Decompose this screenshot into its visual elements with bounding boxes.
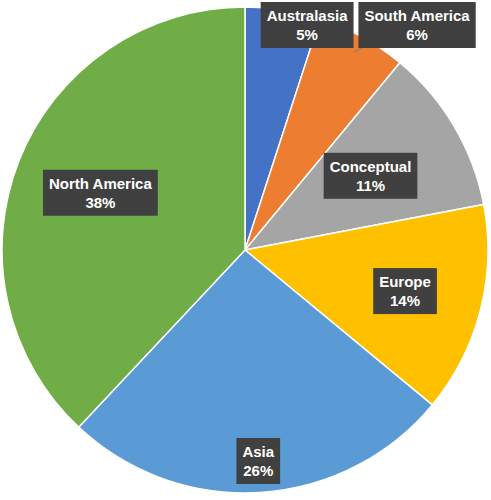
data-label: South America 6% xyxy=(354,2,476,52)
value-label: 6% xyxy=(406,26,428,43)
pie-slice xyxy=(2,7,245,427)
chart-container: Australasia 5% South America 6% Conceptual 11… xyxy=(0,0,491,500)
value-label: 14% xyxy=(390,292,420,309)
label-box xyxy=(358,2,475,48)
data-label: Asia 26% xyxy=(236,438,280,484)
label-box xyxy=(261,2,354,48)
label-box xyxy=(373,268,437,314)
category-label: Conceptual xyxy=(330,158,412,175)
data-label: Europe 14% xyxy=(373,268,437,314)
pie xyxy=(2,7,488,493)
value-label: 26% xyxy=(243,462,273,479)
category-label: Australasia xyxy=(267,7,349,24)
chart-svg: Australasia 5% South America 6% Conceptual 11… xyxy=(0,0,491,500)
data-label: Conceptual 11% xyxy=(324,153,418,199)
data-label: Australasia 5% xyxy=(261,2,354,48)
category-label: South America xyxy=(364,7,470,24)
data-label: North America 38% xyxy=(43,170,158,216)
category-label: Europe xyxy=(379,273,431,290)
value-label: 38% xyxy=(85,194,115,211)
data-labels: Australasia 5% South America 6% Conceptual 11… xyxy=(43,2,476,484)
value-label: 11% xyxy=(356,177,385,194)
label-box xyxy=(43,170,158,216)
label-box xyxy=(324,153,418,199)
category-label: Asia xyxy=(242,443,274,460)
value-label: 5% xyxy=(296,26,318,43)
label-box xyxy=(236,438,280,484)
category-label: North America xyxy=(49,175,152,192)
